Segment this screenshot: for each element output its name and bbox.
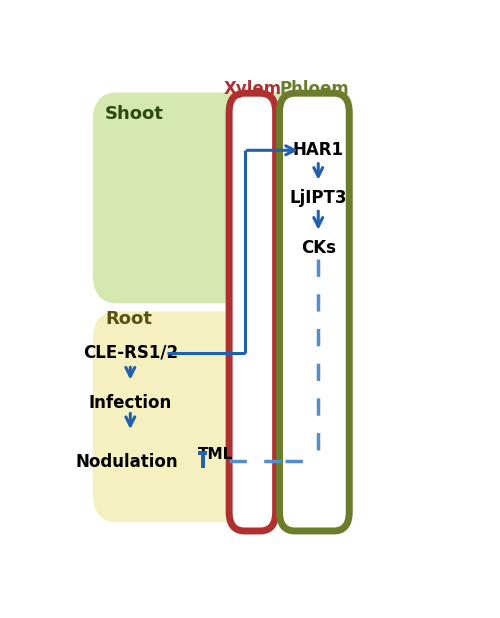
Text: TML: TML bbox=[198, 447, 233, 462]
Text: CLE-RS1/2: CLE-RS1/2 bbox=[83, 344, 178, 362]
Text: Infection: Infection bbox=[88, 394, 172, 412]
Text: Xylem: Xylem bbox=[224, 80, 282, 98]
Text: LjIPT3: LjIPT3 bbox=[290, 189, 347, 207]
FancyBboxPatch shape bbox=[280, 93, 349, 531]
FancyBboxPatch shape bbox=[94, 312, 306, 522]
Text: Phloem: Phloem bbox=[280, 80, 349, 98]
Text: Nodulation: Nodulation bbox=[75, 453, 178, 471]
Text: CKs: CKs bbox=[301, 239, 336, 257]
Text: Shoot: Shoot bbox=[105, 105, 164, 123]
Text: HAR1: HAR1 bbox=[293, 142, 344, 159]
Text: Root: Root bbox=[105, 310, 152, 328]
FancyBboxPatch shape bbox=[229, 93, 276, 531]
FancyBboxPatch shape bbox=[94, 93, 306, 303]
